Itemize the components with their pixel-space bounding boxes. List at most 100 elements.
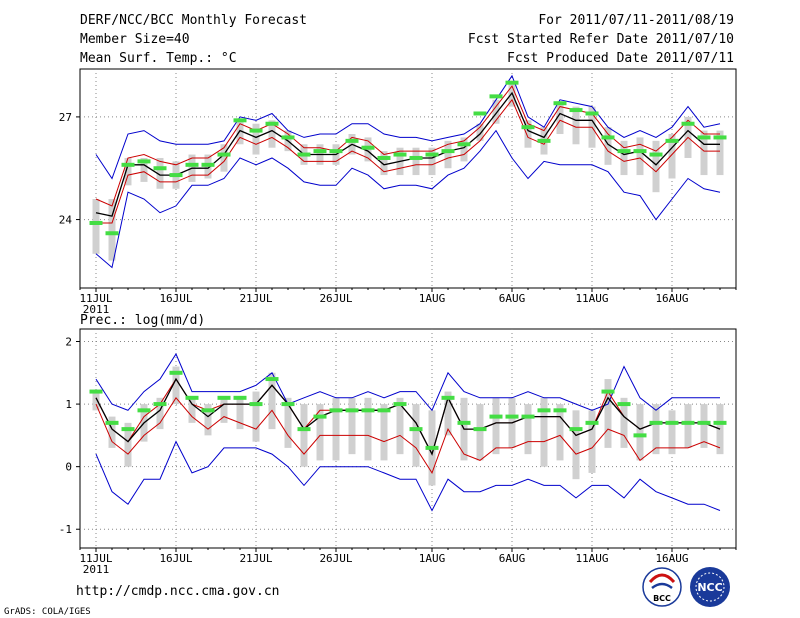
prec-member-range-bar <box>220 397 228 423</box>
prec-median-marker <box>313 414 327 419</box>
temp-median-marker <box>249 128 263 133</box>
temp-median-marker <box>505 80 519 85</box>
grads-credit: GrADS: COLA/IGES <box>4 607 91 617</box>
chart-title: DERF/NCC/BCC Monthly Forecast <box>80 13 307 28</box>
temp-y-tick-label: 27 <box>59 111 72 124</box>
prec-median-marker <box>297 427 311 432</box>
prec-median-marker <box>441 395 455 400</box>
temp-x-tick-label: 21JUL <box>239 292 272 305</box>
variable-label-temperature: Mean Surf. Temp.: °C <box>80 51 237 66</box>
temp-median-marker <box>425 152 439 157</box>
member-size-label: Member Size=40 <box>80 32 190 47</box>
temp-median-marker <box>361 145 375 150</box>
temp-member-range-bar <box>476 123 484 141</box>
prec-member-range-bar <box>300 404 308 467</box>
prec-plot-frame <box>79 328 737 549</box>
ncc-logo-text: NCC <box>697 581 722 594</box>
prec-median-marker <box>377 408 391 413</box>
temp-member-range-bar <box>620 140 628 176</box>
temp-member-range-bar <box>92 199 100 254</box>
temp-median-marker <box>569 108 583 113</box>
temp-member-range-bar <box>604 127 612 165</box>
prec-member-range-bar <box>284 397 292 448</box>
prec-member-range-bar <box>588 410 596 473</box>
temp-member-range-bar <box>636 137 644 176</box>
prec-y-tick-label: 0 <box>65 461 72 474</box>
temp-median-marker <box>329 149 343 154</box>
temp-median-marker <box>713 135 727 140</box>
temp-median-marker <box>633 149 647 154</box>
source-url[interactable]: http://cmdp.ncc.cma.gov.cn <box>76 584 280 599</box>
prec-median-marker <box>153 402 167 407</box>
temp-median-marker <box>377 155 391 160</box>
temp-member-range-bar <box>108 199 116 261</box>
prec-median-marker <box>601 389 615 394</box>
temp-median-marker <box>297 152 311 157</box>
temp-series-max-line <box>95 74 721 180</box>
prec-member-range-bar <box>604 379 612 448</box>
prec-x-tick-label: 11JUL <box>79 552 112 565</box>
prec-member-range-bar <box>540 397 548 467</box>
temp-member-range-bar <box>220 144 228 172</box>
temp-x-tick-label: 16AUG <box>655 292 688 305</box>
precipitation-panel: 11JUL 16JUL 21JUL 26JUL 1AUG 6AUG 11AUG 16AUG20… <box>59 328 737 576</box>
prec-member-range-bar <box>556 404 564 461</box>
prec-median-marker <box>169 370 183 375</box>
prec-median-marker <box>393 402 407 407</box>
prec-member-range-bar <box>700 404 708 448</box>
temp-series-min-line <box>95 129 721 269</box>
prec-member-range-bar <box>476 404 484 461</box>
prec-x-tick-label: 6AUG <box>499 552 526 565</box>
temp-member-range-bar <box>236 120 244 145</box>
prec-member-range-bar <box>380 404 388 461</box>
temp-x-tick-label: 16JUL <box>159 292 192 305</box>
prec-median-marker <box>649 420 663 425</box>
prec-median-marker <box>361 408 375 413</box>
prec-member-range-bar <box>716 404 724 455</box>
prec-member-range-bar <box>636 404 644 461</box>
prec-median-marker <box>505 414 519 419</box>
prec-member-range-bar <box>172 366 180 405</box>
temp-member-range-bar <box>380 151 388 176</box>
prec-median-marker <box>89 389 103 394</box>
prec-series-max-line <box>95 352 720 412</box>
temp-member-range-bar <box>700 130 708 176</box>
prec-x-tick-label: 26JUL <box>319 552 352 565</box>
temp-member-range-bar <box>460 137 468 162</box>
temp-median-marker <box>345 138 359 143</box>
temp-median-marker <box>681 121 695 126</box>
prec-median-marker <box>537 408 551 413</box>
prec-median-marker <box>121 427 135 432</box>
temp-x-tick-label: 11AUG <box>575 292 608 305</box>
prec-member-range-bar <box>348 397 356 455</box>
prec-median-marker <box>665 420 679 425</box>
prec-member-range-bar <box>396 397 404 455</box>
prec-x-tick-label: 11AUG <box>575 552 608 565</box>
prec-x-tick-label: 21JUL <box>239 552 272 565</box>
temp-median-marker <box>233 118 247 123</box>
temp-member-range-bar <box>668 134 676 179</box>
prec-member-range-bar <box>316 404 324 461</box>
prec-median-marker <box>105 420 119 425</box>
variable-label-precipitation: Prec.: log(mm/d) <box>80 313 205 328</box>
temp-median-marker <box>313 149 327 154</box>
prec-y-tick-label: 2 <box>65 336 72 349</box>
temp-median-marker <box>153 166 167 171</box>
temp-median-marker <box>665 138 679 143</box>
prec-member-range-bar <box>444 391 452 436</box>
bcc-logo-text: BCC <box>653 594 671 603</box>
prec-median-marker <box>633 433 647 438</box>
prec-median-marker <box>617 402 631 407</box>
temp-median-marker <box>697 135 711 140</box>
prec-median-marker <box>569 427 583 432</box>
temp-member-range-bar <box>652 140 660 193</box>
prec-series-mean-line <box>95 377 721 456</box>
temp-member-range-bar <box>140 157 148 182</box>
prec-member-range-bar <box>668 410 676 455</box>
prec-member-range-bar <box>684 404 692 448</box>
temp-member-range-bar <box>252 123 260 155</box>
temp-y-tick-label: 24 <box>59 214 73 227</box>
prec-median-marker <box>329 408 343 413</box>
temp-median-marker <box>441 149 455 154</box>
